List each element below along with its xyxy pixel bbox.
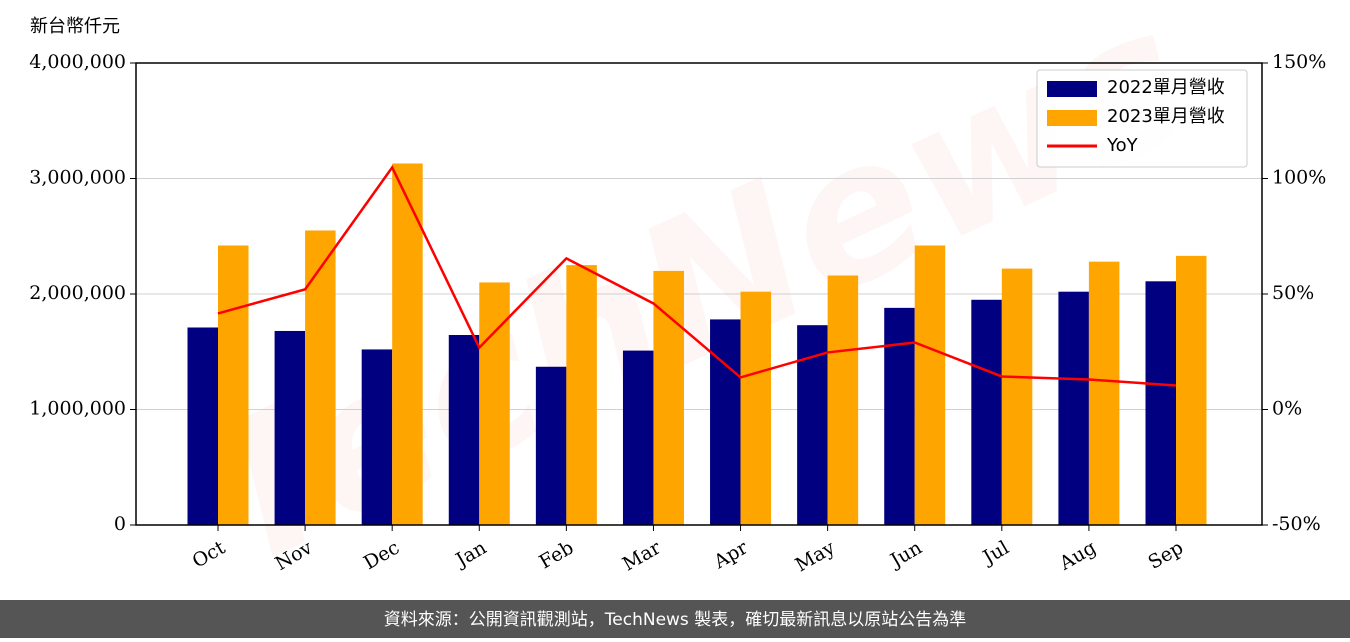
bar xyxy=(392,163,423,526)
x-tick-label: Jan xyxy=(451,537,491,573)
x-tick-label: Feb xyxy=(536,537,578,574)
x-tick-label: Mar xyxy=(619,536,665,575)
legend-label: 2022單月營收 xyxy=(1107,77,1225,98)
y-tick-label: 3,000,000 xyxy=(29,167,126,189)
bar xyxy=(448,335,480,525)
bar xyxy=(535,366,567,525)
bar xyxy=(218,245,249,526)
x-tick-label: Jun xyxy=(885,537,926,573)
bar xyxy=(710,319,741,525)
footer-bar xyxy=(0,600,1350,638)
bar xyxy=(1145,281,1176,525)
yoy-line xyxy=(217,164,1177,387)
bar xyxy=(653,270,684,525)
y-tick-label: 1,000,000 xyxy=(29,398,126,420)
x-tick-label: Apr xyxy=(709,536,752,573)
bar xyxy=(1176,255,1207,525)
source-note: 資料來源：公開資訊觀測站，TechNews 製表，確切最新訊息以原站公告為準 xyxy=(384,610,966,630)
legend-swatch xyxy=(1047,81,1097,97)
legend-label: 2023單月營收 xyxy=(1107,106,1225,127)
bar xyxy=(884,307,915,525)
y-tick-label: 4,000,000 xyxy=(29,51,126,73)
bar xyxy=(971,299,1002,525)
x-tick-label: Sep xyxy=(1144,537,1187,574)
legend-swatch xyxy=(1047,110,1097,126)
y-tick-label: 0 xyxy=(114,513,126,535)
bar xyxy=(274,330,306,525)
bar xyxy=(305,230,336,525)
bar xyxy=(1001,268,1033,525)
x-tick-label: May xyxy=(792,536,839,576)
plot-frame xyxy=(135,62,1263,526)
bar xyxy=(479,282,510,525)
y-tick-label: 2,000,000 xyxy=(29,282,126,304)
bar xyxy=(740,291,772,525)
bar xyxy=(1088,261,1120,525)
bar xyxy=(622,350,654,525)
bar xyxy=(797,325,828,525)
y2-tick-label: -50% xyxy=(1272,513,1321,535)
bar xyxy=(361,349,393,525)
y2-tick-label: 50% xyxy=(1272,282,1314,304)
bar xyxy=(566,265,597,525)
x-tick-label: Aug xyxy=(1055,537,1100,576)
y2-tick-label: 150% xyxy=(1272,51,1326,73)
y2-tick-label: 0% xyxy=(1272,398,1302,420)
y-axis-label: 新台幣仟元 xyxy=(30,16,120,37)
bar xyxy=(187,327,218,525)
bar xyxy=(827,275,859,525)
bar xyxy=(914,245,946,526)
x-tick-label: Oct xyxy=(189,536,230,572)
bar xyxy=(1058,291,1089,525)
legend-label: YoY xyxy=(1106,135,1139,156)
x-tick-label: Jul xyxy=(978,537,1013,570)
y2-tick-label: 100% xyxy=(1272,167,1326,189)
